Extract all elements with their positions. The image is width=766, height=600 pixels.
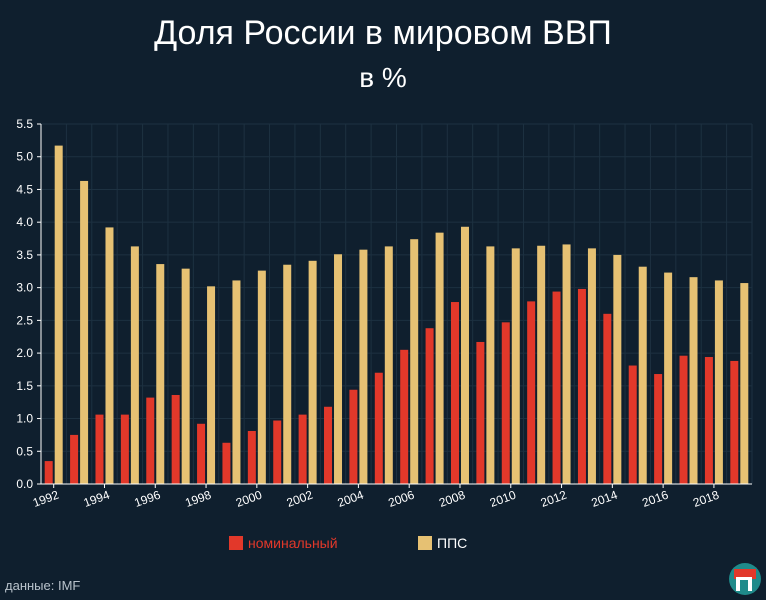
x-tick-label: 1994 <box>82 488 112 510</box>
bar-nominal <box>552 291 561 484</box>
x-tick-label: 2004 <box>336 488 366 510</box>
bar-ppp <box>410 239 419 484</box>
y-tick-label: 3.5 <box>16 248 33 262</box>
y-tick-label: 0.5 <box>16 444 33 458</box>
bar-nominal <box>222 442 231 484</box>
x-tick-label: 2010 <box>488 488 518 510</box>
bar-nominal <box>146 397 155 484</box>
bar-nominal <box>603 313 612 484</box>
bar-ppp <box>740 283 749 484</box>
bar-nominal <box>70 434 79 484</box>
bar-ppp <box>638 266 647 484</box>
y-tick-label: 2.0 <box>16 346 33 360</box>
bar-ppp <box>257 270 266 484</box>
bar-ppp <box>384 246 393 484</box>
bar-nominal <box>349 389 358 484</box>
bar-ppp <box>689 277 698 484</box>
x-tick-label: 1996 <box>132 488 162 510</box>
x-tick-label: 2006 <box>386 488 416 510</box>
bar-nominal <box>95 414 104 484</box>
bar-nominal <box>44 461 53 484</box>
bar-nominal <box>577 288 586 484</box>
y-tick-label: 4.5 <box>16 182 33 196</box>
y-tick-label: 2.5 <box>16 313 33 327</box>
bar-ppp <box>156 264 165 484</box>
bar-nominal <box>476 341 485 484</box>
bar-nominal <box>730 360 739 484</box>
bar-nominal <box>527 301 536 484</box>
bar-ppp <box>460 226 469 484</box>
chart-subtitle: в % <box>359 62 407 93</box>
bar-nominal <box>704 357 713 484</box>
y-tick-label: 0.0 <box>16 477 33 491</box>
x-tick-label: 2002 <box>285 488 315 510</box>
bar-nominal <box>654 374 663 484</box>
bar-nominal <box>425 328 434 484</box>
x-tick-label: 2016 <box>640 488 670 510</box>
bar-nominal <box>450 302 459 484</box>
bar-ppp <box>664 272 673 484</box>
logo-icon <box>729 563 761 595</box>
data-source: данные: IMF <box>5 578 81 593</box>
bar-ppp <box>80 180 89 485</box>
x-tick-label: 1998 <box>183 488 213 510</box>
y-tick-label: 4.0 <box>16 215 33 229</box>
legend-item-ppp[interactable]: ППС <box>418 534 467 552</box>
bar-ppp <box>308 260 317 484</box>
y-tick-label: 1.5 <box>16 379 33 393</box>
x-tick-label: 2014 <box>589 488 619 510</box>
bar-ppp <box>511 248 520 484</box>
bar-ppp <box>714 280 723 484</box>
bar-nominal <box>171 394 180 484</box>
bar-ppp <box>54 145 63 484</box>
x-tick-label: 2018 <box>691 488 721 510</box>
bar-ppp <box>537 245 546 484</box>
bar-nominal <box>628 365 637 484</box>
bar-ppp <box>283 264 292 484</box>
bar-ppp <box>232 280 241 484</box>
bar-ppp <box>334 254 343 484</box>
bar-ppp <box>613 254 622 484</box>
bar-nominal <box>197 423 206 484</box>
bar-nominal <box>400 349 409 484</box>
bar-ppp <box>486 246 495 484</box>
bar-nominal <box>374 372 383 484</box>
x-tick-label: 2000 <box>234 488 264 510</box>
bar-nominal <box>324 406 333 484</box>
bar-ppp <box>359 249 368 484</box>
x-tick-label: 2012 <box>539 488 569 510</box>
legend-swatch-nominal <box>229 536 243 550</box>
bar-ppp <box>435 232 444 484</box>
bar-nominal <box>273 420 282 484</box>
x-tick-label: 1992 <box>31 488 61 510</box>
bar-nominal <box>247 430 256 484</box>
bar-nominal <box>679 355 688 484</box>
y-tick-label: 5.5 <box>16 117 33 131</box>
bar-nominal <box>501 322 510 484</box>
bar-ppp <box>207 286 216 484</box>
bar-ppp <box>181 268 190 484</box>
bar-nominal <box>120 414 129 484</box>
legend-label-nominal: номинальный <box>248 535 338 551</box>
x-tick-label: 2008 <box>437 488 467 510</box>
bar-ppp <box>562 244 571 484</box>
bar-ppp <box>130 246 139 484</box>
legend-item-nominal[interactable]: номинальный <box>229 534 338 552</box>
chart-title: Доля России в мировом ВВП <box>154 14 612 52</box>
y-tick-label: 3.0 <box>16 281 33 295</box>
y-tick-label: 1.0 <box>16 412 33 426</box>
y-tick-label: 5.0 <box>16 150 33 164</box>
bar-ppp <box>105 227 114 484</box>
legend-label-ppp: ППС <box>437 535 468 551</box>
bar-nominal <box>298 414 307 484</box>
legend-swatch-ppp <box>418 536 432 550</box>
bar-ppp <box>587 248 596 484</box>
